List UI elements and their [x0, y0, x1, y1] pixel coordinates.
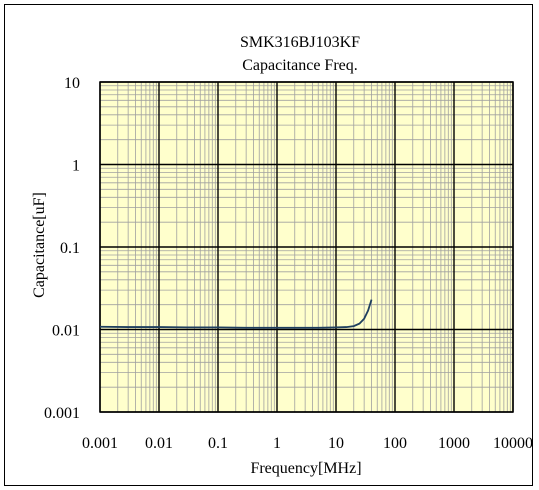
y-tick-labels: 0.001 0.01 0.1 1 10: [44, 75, 80, 422]
plot-border: [99, 81, 514, 413]
chart-title: SMK316BJ103KF: [240, 34, 360, 51]
series-line: [99, 299, 373, 329]
y-tick-label: 0.001: [44, 405, 80, 422]
y-tick-label: 1: [72, 158, 80, 175]
x-tick-label: 100: [383, 435, 407, 452]
y-tick-label: 10: [64, 75, 80, 92]
x-tick-label: 0.1: [208, 435, 228, 452]
x-tick-label: 0.01: [145, 435, 173, 452]
y-tick-label: 0.01: [52, 323, 80, 340]
chart-subtitle: Capacitance Freq.: [242, 57, 358, 74]
y-axis-label: Capacitance[uF]: [31, 192, 48, 298]
x-tick-label: 10000: [493, 435, 533, 452]
x-tick-label: 1000: [438, 435, 470, 452]
x-axis-label: Frequency[MHz]: [250, 460, 361, 477]
x-tick-labels: 0.001 0.01 0.1 1 10 100 1000 10000: [82, 435, 533, 452]
x-tick-label: 0.001: [82, 435, 118, 452]
x-tick-label: 10: [328, 435, 344, 452]
x-tick-label: 1: [273, 435, 281, 452]
y-tick-label: 0.1: [60, 240, 80, 257]
series-layer: [99, 299, 373, 329]
